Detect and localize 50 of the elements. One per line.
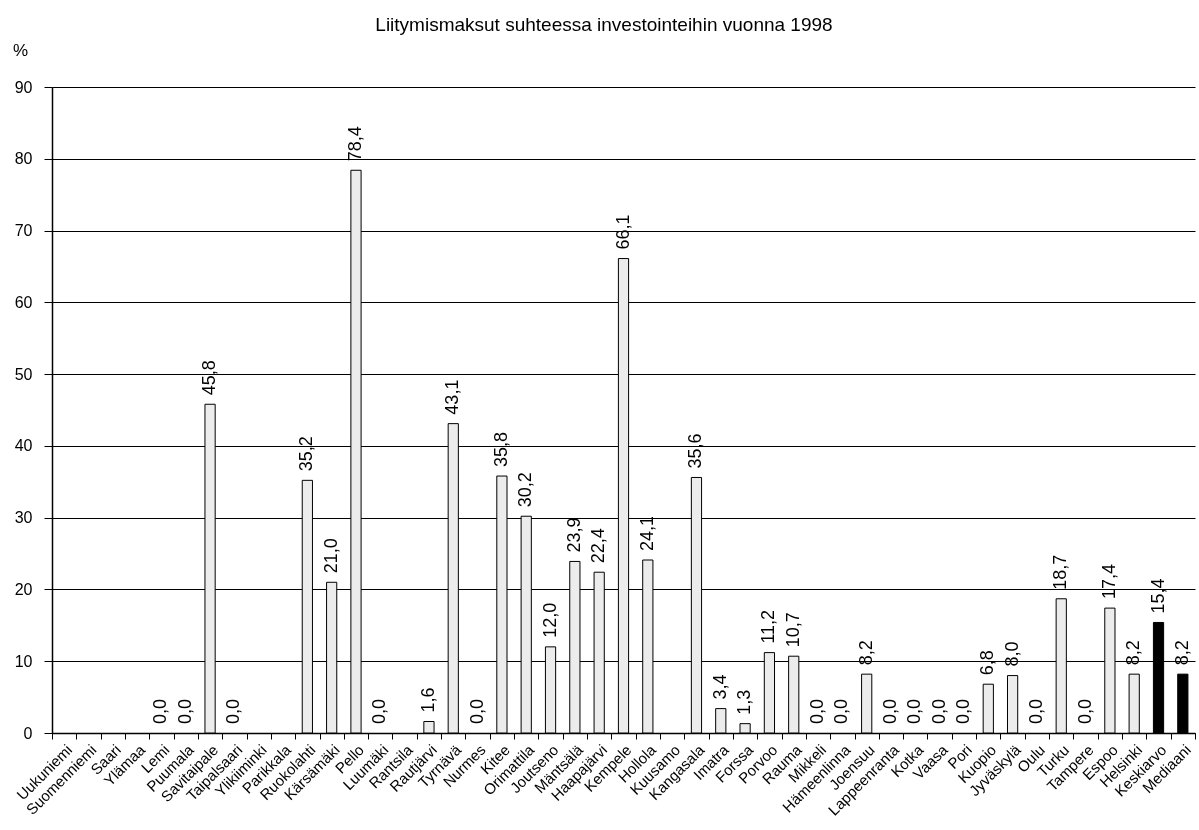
data-label: 78,4 (344, 126, 365, 162)
y-tick-label: 20 (14, 580, 33, 598)
data-label: 8,2 (855, 640, 876, 666)
data-label: 0,0 (1025, 698, 1046, 724)
y-tick-label: 60 (14, 293, 33, 311)
data-label: 8,2 (1171, 640, 1192, 666)
y-tick-label: 40 (14, 437, 33, 455)
y-tick-label: 70 (14, 222, 33, 240)
data-label: 35,2 (296, 436, 317, 472)
data-label: 0,0 (174, 698, 195, 724)
data-label: 0,0 (952, 698, 973, 724)
data-label: 43,1 (442, 379, 463, 415)
data-label: 30,2 (515, 472, 536, 508)
data-label: 45,8 (199, 360, 220, 396)
data-label: 3,4 (709, 674, 730, 700)
data-label: 12,0 (539, 602, 560, 638)
data-label: 10,7 (782, 612, 803, 648)
data-label: 35,6 (685, 433, 706, 469)
chart-title: Liitymismaksut suhteessa investointeihin vuonna 1998 (375, 14, 833, 35)
y-tick-label: 90 (14, 78, 33, 96)
data-label: 0,0 (807, 698, 828, 724)
data-label: 0,0 (904, 698, 925, 724)
data-label: 1,6 (417, 687, 438, 713)
data-label: 35,8 (490, 431, 511, 468)
data-label: 0,0 (831, 698, 852, 724)
data-label: 8,2 (1123, 640, 1144, 666)
data-label: 17,4 (1098, 564, 1119, 600)
data-label: 23,9 (563, 517, 584, 553)
data-label: 21,0 (320, 538, 341, 574)
data-label: 11,2 (758, 609, 779, 644)
data-label: 1,3 (734, 689, 755, 715)
y-tick-label: 10 (14, 652, 33, 670)
data-label: 18,7 (1050, 554, 1071, 590)
y-tick-label: 50 (14, 365, 33, 383)
data-label: 0,0 (150, 698, 171, 724)
data-label: 8,0 (1001, 641, 1022, 667)
y-tick-label: 30 (14, 509, 33, 527)
data-label: 0,0 (369, 698, 390, 724)
y-tick-label: 0 (23, 724, 33, 742)
data-label: 0,0 (928, 698, 949, 724)
data-label: 22,4 (588, 528, 609, 564)
y-tick-label: 80 (14, 150, 33, 168)
data-label: 0,0 (466, 698, 487, 724)
data-label: 6,8 (977, 650, 998, 676)
y-axis-title: % (12, 40, 29, 60)
data-label: 24,1 (636, 515, 657, 552)
data-label: 0,0 (880, 698, 901, 724)
data-label: 0,0 (1074, 698, 1095, 724)
data-label: 0,0 (223, 698, 244, 724)
data-label: 15,4 (1147, 578, 1168, 614)
